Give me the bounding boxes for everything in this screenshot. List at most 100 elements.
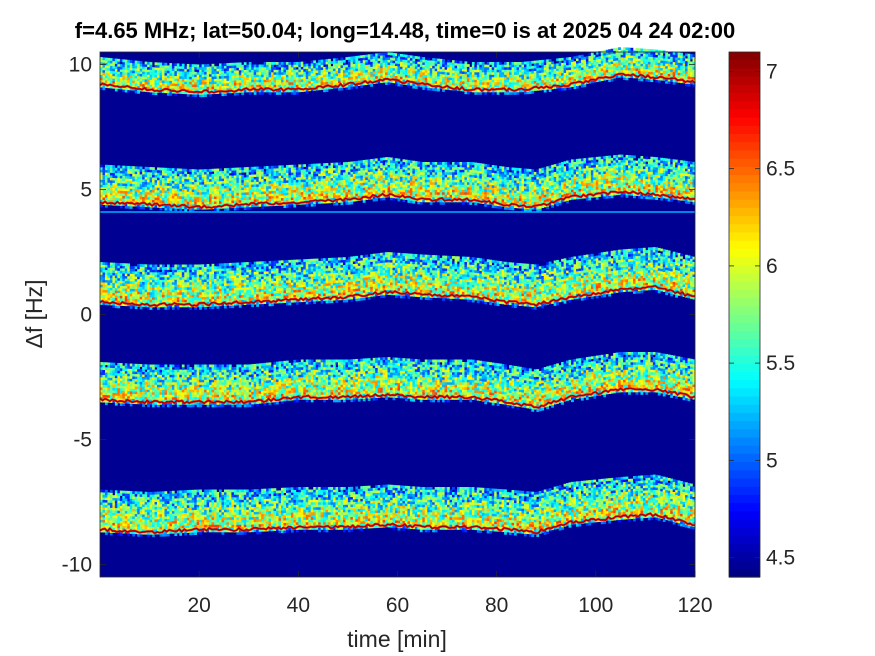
heat-cell [330, 78, 334, 82]
heat-cell [241, 89, 245, 93]
heat-cell [248, 186, 252, 190]
heat-cell [127, 89, 131, 93]
heat-cell [526, 61, 530, 65]
heat-cell [241, 174, 245, 178]
heat-cell [338, 72, 341, 76]
heat-cell [236, 182, 240, 186]
heat-cell [308, 173, 312, 177]
heat-cell [166, 90, 170, 94]
heat-cell [335, 192, 339, 196]
heat-cell [424, 74, 428, 78]
heat-cell [409, 185, 413, 189]
heat-cell [536, 70, 540, 74]
heat-cell [414, 66, 418, 69]
heat-cell [640, 68, 644, 72]
heat-cell [692, 66, 696, 70]
heat-cell [536, 65, 540, 69]
heat-cell [652, 56, 656, 60]
heat-cell [204, 86, 207, 90]
heat-cell [109, 78, 113, 81]
heat-cell [303, 189, 307, 192]
heat-cell [310, 173, 314, 177]
heat-cell [273, 72, 277, 75]
heat-cell [256, 72, 259, 75]
heat-cell [137, 198, 140, 202]
heat-cell [635, 73, 639, 76]
heat-cell [219, 203, 222, 207]
heat-cell [285, 177, 289, 181]
heat-cell [223, 190, 227, 194]
heat-cell [325, 89, 329, 92]
heat-cell [655, 57, 659, 60]
heat-cell [367, 174, 371, 178]
heat-cell [335, 58, 339, 61]
heat-cell [355, 60, 359, 64]
heat-cell [132, 191, 136, 194]
heat-cell [345, 84, 349, 88]
heat-cell [548, 61, 552, 65]
heat-cell [129, 80, 133, 83]
heat-cell [313, 75, 316, 79]
heat-cell [147, 66, 150, 70]
heat-cell [104, 204, 108, 208]
heat-cell [404, 192, 408, 195]
heat-cell [595, 74, 599, 78]
heat-cell [578, 82, 582, 86]
heat-cell [283, 72, 287, 75]
heat-cell [164, 67, 168, 71]
heat-cell [476, 82, 480, 85]
heat-cell [280, 79, 284, 83]
heat-cell [268, 198, 272, 202]
heat-cell [273, 178, 277, 181]
heat-cell [404, 169, 408, 173]
heat-cell [129, 168, 133, 172]
heat-cell [112, 180, 116, 183]
heat-cell [328, 86, 331, 90]
heat-cell [377, 73, 381, 76]
heat-cell [246, 207, 250, 210]
heat-cell [266, 89, 269, 93]
heat-cell [142, 169, 145, 172]
heat-cell [313, 163, 316, 167]
heat-cell [107, 164, 111, 168]
heat-cell [352, 63, 356, 67]
heat-cell [196, 74, 200, 78]
heat-cell [675, 79, 678, 83]
heat-cell [375, 68, 378, 72]
heat-cell [687, 71, 691, 75]
heat-cell [258, 89, 262, 93]
heat-cell [134, 90, 138, 94]
heat-cell [375, 73, 378, 77]
heat-cell [191, 71, 195, 75]
heat-cell [328, 66, 331, 70]
heat-cell [164, 77, 168, 81]
heat-cell [561, 77, 564, 81]
heat-cell [382, 177, 386, 181]
heat-cell [305, 71, 309, 74]
heat-cell [211, 63, 215, 67]
heat-cell [516, 82, 520, 85]
heat-cell [323, 69, 326, 73]
heat-cell [119, 81, 123, 85]
heat-cell [338, 194, 341, 198]
heat-cell [164, 82, 168, 86]
heat-cell [310, 70, 314, 74]
heat-cell [437, 78, 440, 82]
heat-cell [563, 87, 567, 91]
heat-cell [166, 92, 170, 96]
heat-cell [194, 171, 197, 175]
heat-cell [268, 89, 272, 93]
heat-cell [335, 177, 339, 181]
heat-cell [333, 182, 336, 186]
heat-cell [362, 174, 366, 178]
heat-cell [566, 67, 569, 71]
heat-cell [608, 51, 612, 55]
heat-cell [650, 74, 654, 78]
heat-cell [655, 54, 659, 58]
heat-cell [129, 171, 133, 174]
heat-cell [573, 86, 577, 90]
heat-cell [315, 87, 319, 91]
heat-cell [454, 62, 458, 66]
heat-cell [407, 165, 411, 168]
heat-cell [325, 76, 329, 80]
